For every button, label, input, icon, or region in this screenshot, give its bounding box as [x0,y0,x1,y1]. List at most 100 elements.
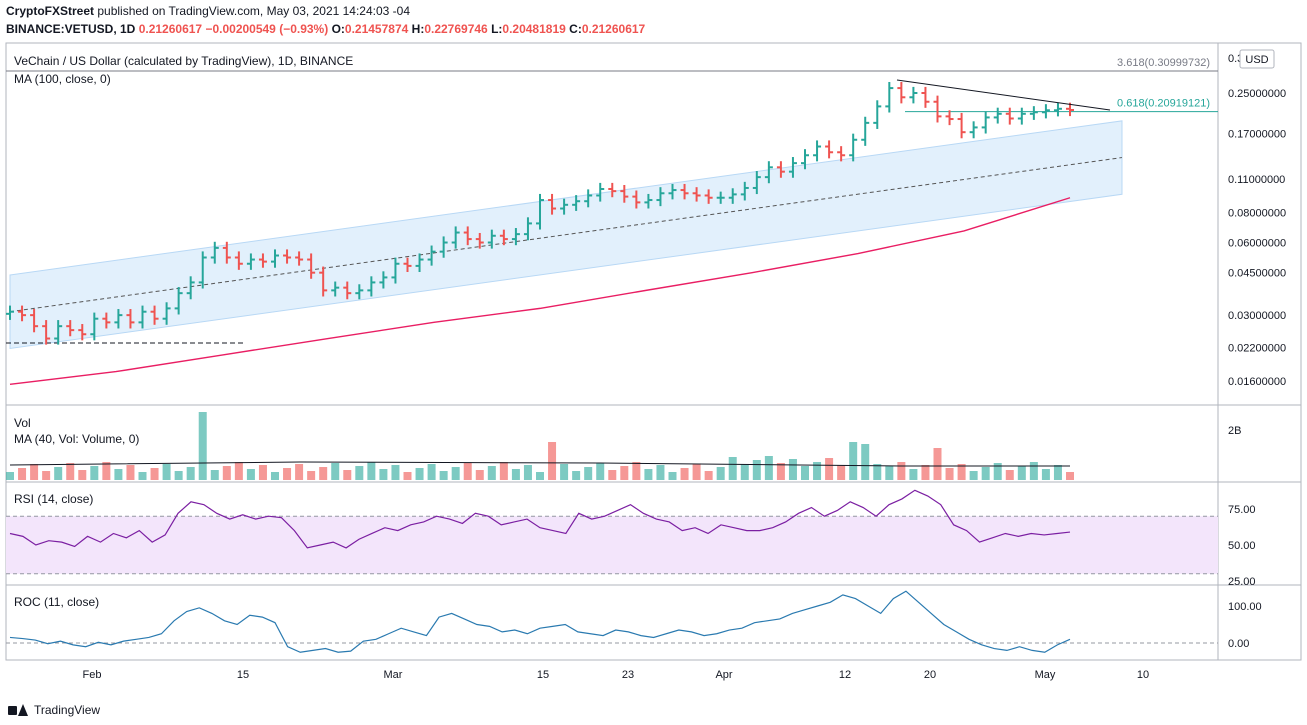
ohlc-bar [150,305,159,325]
volume-bar [439,471,448,480]
ohlc-bar [584,189,593,208]
ohlc-bar [367,276,376,297]
ohlc-bar [776,161,785,178]
volume-bar [126,465,135,480]
volume-bar [632,462,641,480]
ohlc-bar [981,111,990,134]
ohlc-bar [66,320,75,337]
ohlc-bar [427,245,436,266]
ohlc-bar [90,312,99,341]
ohlc-bar [656,187,665,207]
volume-bar [102,462,111,480]
ohlc-bar [138,305,147,329]
fib-3618-label: 3.618(0.30999732) [1117,57,1210,69]
ohlc-bar [511,228,520,246]
volume-bar [536,472,544,480]
publish-line: CryptoFXStreet published on TradingView.… [6,4,410,18]
fib-0618-label: 0.618(0.20919121) [1117,98,1210,110]
ohlc-bar [548,193,557,215]
volume-pane[interactable] [6,412,1074,480]
volume-bar [66,463,75,480]
volume-bar [752,460,761,480]
ohlc-bar [271,249,279,268]
ohlc-bar [234,251,243,270]
volume-bar [186,467,195,480]
ohlc-bar [102,312,111,329]
ohlc-bar [740,181,749,201]
ohlc-bar [6,305,14,320]
volume-bar [150,468,159,480]
volume-bar [728,457,737,480]
rsi-legend: RSI (14, close) [14,492,94,506]
volume-bar [945,468,954,480]
ohlc-bar [246,253,255,270]
volume-bar [511,469,520,480]
volume-bar [319,467,328,480]
ohlc-bar [825,140,834,159]
volume-bar [307,471,316,480]
ohlc-bar [993,107,1002,124]
volume-bar [210,470,219,480]
rsi-pane[interactable] [6,489,1218,575]
volume-bar [54,467,63,480]
ohlc-bar [885,81,894,113]
time-tick-label: 12 [839,669,851,681]
ohlc-bar [295,251,304,266]
volume-bar [42,471,51,480]
ohlc-bar [788,157,797,178]
ohlc-bar [222,241,231,264]
ohlc-bar [198,251,207,289]
volume-bar [620,466,629,480]
volume-bar [30,464,39,480]
volume-bar [246,469,255,480]
ohlc-bar [873,100,882,129]
volume-bar [499,462,508,480]
ohlc-bar [210,241,219,264]
volume-bar [680,468,689,480]
volume-bar [849,442,858,480]
ohlc-bar [861,116,870,146]
ohlc-bar [403,257,412,273]
rsi-tick-label: 50.00 [1228,540,1256,552]
ohlc-bar [909,86,918,104]
high-value: 0.22769746 [424,22,488,36]
ohlc-bar [728,188,737,204]
volume-bar [138,472,147,480]
volume-bar [572,471,581,480]
volume-bar [957,464,966,480]
ohlc-bar [632,190,641,209]
open-value: 0.21457874 [344,22,409,36]
volume-bar [716,467,725,480]
volume-bar [258,465,267,480]
axes: 0.25000000 0.17000000 0.11000000 0.08000000… [83,49,1286,681]
time-tick-label: 15 [537,669,549,681]
volume-bar [981,467,990,480]
rsi-band [6,516,1218,574]
volume-bar [391,465,400,480]
symbol-label[interactable]: BINANCE:VETUSD, 1D [6,22,136,36]
currency-badge [1239,49,1275,69]
ohlc-bar [572,195,581,211]
publisher-name[interactable]: CryptoFXStreet [6,4,95,18]
ohlc-bar [620,185,629,203]
price-tick-label: 0.25000000 [1228,88,1286,100]
volume-bar [825,458,834,480]
price-tick-label: 0.11000000 [1228,174,1285,186]
price-pane[interactable]: 3.618(0.30999732) 0.618(0.20919121) [6,57,1218,386]
main-title: VeChain / US Dollar (calculated by Tradi… [14,54,354,68]
volume-bar [885,466,894,480]
volume-bar [873,464,882,480]
volume-bar [90,466,99,480]
roc-pane[interactable] [6,590,1218,653]
volume-bar [367,462,376,480]
ohlc-bar [391,257,400,284]
volume-bar [668,472,677,480]
close-value: 0.21260617 [581,22,646,36]
volume-bar [1029,462,1038,480]
footer-brand[interactable]: TradingView [34,703,101,717]
ohlc-bar [752,171,761,195]
published-text: published on TradingView.com, May 03, 20… [97,4,411,18]
ma100-line [9,197,1071,386]
ohlc-bar [355,284,364,300]
